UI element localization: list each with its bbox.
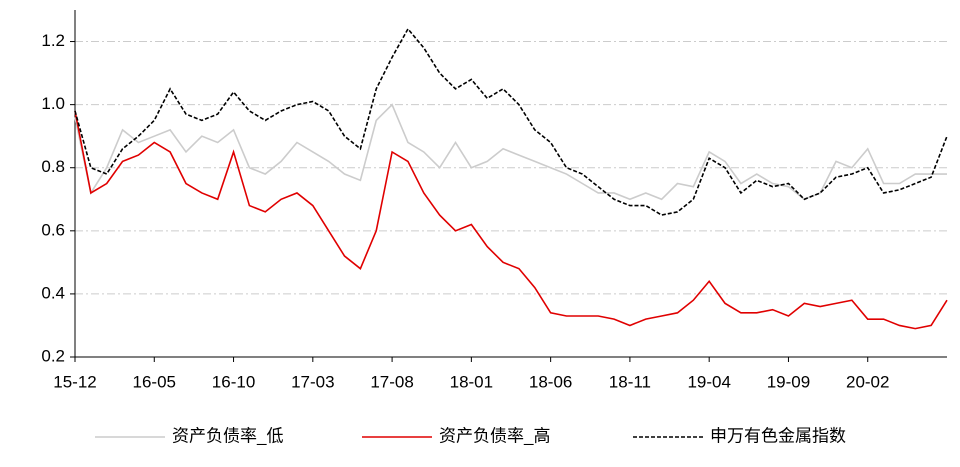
y-tick-label: 0.2: [41, 346, 65, 365]
x-tick-label: 16-10: [212, 372, 255, 391]
legend-label: 申万有色金属指数: [710, 426, 846, 445]
legend-label: 资产负债率_低: [172, 426, 283, 445]
y-tick-label: 0.4: [41, 283, 65, 302]
legend-label: 资产负债率_高: [439, 426, 550, 445]
x-tick-label: 18-06: [529, 372, 572, 391]
x-tick-label: 16-05: [133, 372, 176, 391]
x-tick-label: 17-03: [291, 372, 334, 391]
x-tick-label: 19-09: [767, 372, 810, 391]
x-tick-label: 20-02: [846, 372, 889, 391]
y-tick-label: 1.2: [41, 31, 65, 50]
series-line: [74, 110, 948, 330]
x-tick-label: 15-12: [53, 372, 96, 391]
x-tick-label: 19-04: [687, 372, 730, 391]
y-tick-label: 1.0: [41, 94, 65, 113]
x-tick-label: 18-01: [450, 372, 493, 391]
y-tick-label: 0.6: [41, 220, 65, 239]
y-tick-label: 0.8: [41, 157, 65, 176]
x-tick-label: 17-08: [370, 372, 413, 391]
x-tick-label: 18-11: [609, 372, 651, 391]
series-line: [74, 27, 948, 216]
